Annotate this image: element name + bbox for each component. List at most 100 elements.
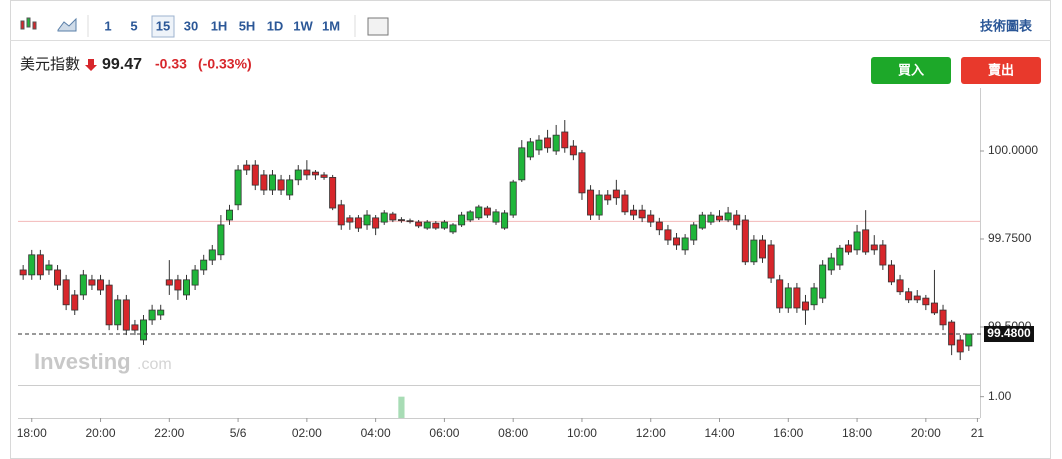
candle-body	[105, 284, 113, 326]
candle-body	[905, 291, 913, 301]
x-tick-label: 08:00	[498, 426, 528, 440]
volume-tick-label: 1.00	[988, 389, 1012, 403]
interval[interactable]: 15	[156, 18, 170, 33]
candle-body	[526, 141, 534, 158]
interval[interactable]: 5	[130, 18, 137, 33]
candle-body	[157, 309, 165, 316]
candle-body	[140, 319, 148, 341]
candle-body	[750, 239, 758, 263]
candle-body	[251, 164, 259, 186]
candle-body	[793, 287, 801, 309]
candle-body	[36, 254, 44, 276]
candle-body	[165, 279, 173, 286]
candle-body	[612, 189, 620, 199]
candle-body	[561, 131, 569, 149]
candle-body	[122, 299, 130, 331]
candle-body	[836, 247, 844, 266]
buy-label[interactable]: 買入	[898, 62, 924, 77]
candle-body	[776, 279, 784, 309]
down-arrow	[85, 59, 97, 71]
candle-body	[372, 217, 380, 229]
candle-body	[458, 214, 466, 226]
candle-body	[707, 214, 715, 223]
candle-body	[879, 244, 887, 266]
interval[interactable]: 5H	[239, 18, 256, 33]
candle-body	[518, 147, 526, 181]
candle-body	[896, 279, 904, 293]
candle-body	[810, 287, 818, 306]
candle-body	[647, 214, 655, 223]
buy-button[interactable]	[871, 57, 951, 84]
interval[interactable]: 1H	[211, 18, 228, 33]
selected-interval	[151, 15, 175, 38]
x-tick-label: 10:00	[567, 426, 597, 440]
candle-body	[286, 179, 294, 196]
candle-body	[62, 279, 70, 306]
candle-body	[759, 239, 766, 259]
interval[interactable]: 1	[104, 18, 111, 33]
interval[interactable]: 1D	[267, 18, 284, 33]
candle-body	[604, 194, 612, 201]
candle-body	[337, 204, 345, 226]
candle-body	[423, 221, 431, 229]
instrument-name: 美元指數	[20, 56, 80, 73]
candle-body	[535, 139, 543, 151]
x-tick-label: 04:00	[361, 426, 391, 440]
y-tick-label: 99.7500	[988, 231, 1032, 245]
volume-bar	[398, 396, 405, 418]
x-tick-label: 22:00	[154, 426, 184, 440]
x-tick-label: 16:00	[773, 426, 803, 440]
x-tick-label: 02:00	[292, 426, 322, 440]
x-tick-label: 18:00	[842, 426, 872, 440]
candle-body	[544, 137, 552, 149]
sell-label[interactable]: 賣出	[988, 62, 1014, 77]
candle-body	[432, 222, 440, 229]
last-price-label: 99.4800	[987, 326, 1031, 340]
candle-body	[303, 169, 311, 176]
x-tick-label: 5/6	[230, 426, 247, 440]
interval[interactable]: 1M	[322, 18, 340, 33]
candle-body	[475, 206, 483, 219]
candle-body	[19, 269, 27, 276]
candle-body	[466, 211, 474, 221]
candle-body	[681, 237, 689, 251]
sell-button[interactable]	[961, 57, 1041, 84]
candle-body	[346, 217, 354, 223]
candle-body	[913, 295, 921, 301]
candle-body	[174, 279, 182, 291]
interval[interactable]: 30	[184, 18, 198, 33]
candle-body	[311, 171, 319, 176]
candle-body	[71, 294, 79, 311]
candle-body	[54, 269, 62, 286]
candle-body	[853, 231, 861, 251]
candle-body	[277, 179, 285, 191]
candle-body	[268, 174, 276, 191]
candle-body	[724, 212, 732, 221]
candle-body	[664, 229, 672, 241]
candle-body	[630, 209, 638, 216]
candle-body	[380, 212, 388, 223]
candle-icon[interactable]	[20, 17, 37, 30]
candle-body	[827, 257, 835, 271]
candle-body	[217, 224, 225, 256]
candle-body	[363, 214, 371, 226]
candle-body	[191, 269, 199, 286]
candle-body	[415, 221, 423, 227]
x-tick-label: 14:00	[704, 426, 734, 440]
area-icon[interactable]	[57, 17, 77, 32]
candle-body	[449, 224, 457, 233]
settings-icon[interactable]	[367, 17, 389, 36]
candle-body	[784, 287, 792, 309]
candle-body	[578, 152, 586, 194]
candle-body	[930, 302, 938, 314]
candle-body	[819, 264, 827, 299]
candle-body	[862, 229, 870, 253]
tech-chart-link[interactable]: 技術圖表	[980, 18, 1033, 33]
interval[interactable]: 1W	[293, 18, 313, 33]
candle-body	[28, 254, 36, 276]
candle-body	[148, 309, 156, 321]
candle-body	[183, 279, 190, 296]
candle-body	[698, 214, 706, 229]
candle-body	[965, 333, 973, 347]
candle-body	[501, 212, 509, 229]
